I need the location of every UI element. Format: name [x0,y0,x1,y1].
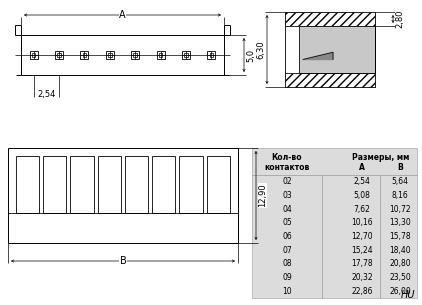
Text: 07: 07 [282,246,292,255]
Text: 05: 05 [282,218,292,227]
Text: B: B [119,256,126,266]
Text: 22,86: 22,86 [351,287,373,296]
Bar [70,156,94,213]
Text: 18,40: 18,40 [389,246,411,255]
Bar [182,51,190,59]
Bar [16,156,39,213]
Text: 13,30: 13,30 [389,218,411,227]
Text: 02: 02 [282,177,292,186]
Bar [106,51,114,59]
Text: 08: 08 [282,259,292,268]
Bar [55,51,63,59]
Text: 5,08: 5,08 [354,191,371,200]
Text: 09: 09 [282,273,292,282]
Bar [299,26,375,73]
Bar [108,53,111,57]
Bar [32,53,35,57]
Text: 12,70: 12,70 [351,232,373,241]
Bar [83,53,86,57]
Bar [125,156,148,213]
Bar [43,156,67,213]
Text: 23,50: 23,50 [389,273,411,282]
Bar [8,148,238,243]
Text: A: A [119,10,126,20]
Bar [30,51,38,59]
Text: Размеры, мм: Размеры, мм [352,153,410,163]
Bar [285,26,299,73]
Bar [207,51,215,59]
Text: 26,00: 26,00 [389,287,411,296]
Text: 15,78: 15,78 [389,232,411,241]
Bar [131,51,139,59]
Text: 6,30: 6,30 [256,40,265,59]
Bar [299,26,375,73]
Text: 17,78: 17,78 [351,259,373,268]
Bar [159,53,162,57]
Bar [184,53,188,57]
Text: 06: 06 [282,232,292,241]
Bar [285,12,375,87]
Text: 12,90: 12,90 [258,184,267,207]
Bar [209,53,213,57]
Text: 10,72: 10,72 [389,205,411,214]
Polygon shape [303,52,333,59]
Text: 2,54: 2,54 [37,91,56,99]
Text: 03: 03 [282,191,292,200]
Text: A: A [359,163,365,173]
Bar [157,51,165,59]
Bar [285,73,375,87]
Bar [152,156,176,213]
Text: 10: 10 [282,287,292,296]
Text: 5,0: 5,0 [246,48,255,62]
Bar [179,156,203,213]
Text: 2,80: 2,80 [395,10,404,28]
Text: 8,16: 8,16 [392,191,408,200]
Text: 15,24: 15,24 [351,246,373,255]
Text: контактов: контактов [264,163,310,173]
Text: 7,62: 7,62 [354,205,371,214]
Text: B: B [397,163,403,173]
Text: 20,80: 20,80 [389,259,411,268]
Text: HU: HU [400,290,415,300]
Text: 20,32: 20,32 [351,273,373,282]
Bar [57,53,61,57]
Bar [81,51,89,59]
Bar [133,53,137,57]
Text: 04: 04 [282,205,292,214]
Text: Кол-во: Кол-во [272,153,302,163]
Bar [207,156,230,213]
Bar [285,12,375,26]
Text: 10,16: 10,16 [351,218,373,227]
Bar [252,148,417,298]
Text: 2,54: 2,54 [354,177,371,186]
Text: 5,64: 5,64 [392,177,408,186]
Bar [98,156,121,213]
